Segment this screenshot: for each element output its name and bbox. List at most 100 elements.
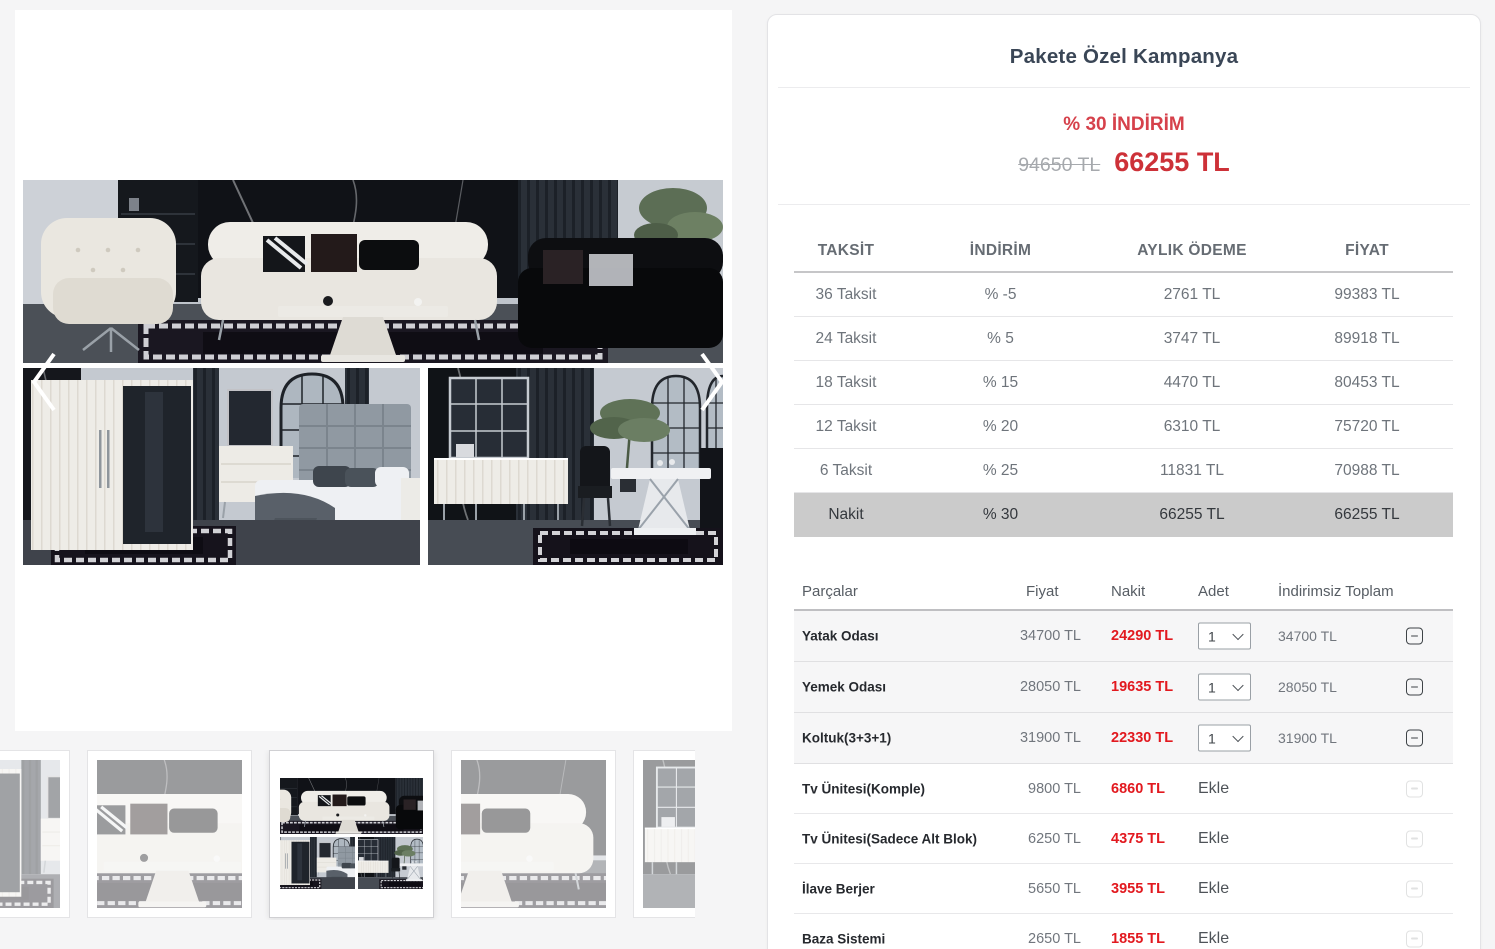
minus-icon <box>1411 737 1418 739</box>
part-name: Yemek Odası <box>802 679 887 695</box>
thumbnail-dining-console[interactable] <box>633 750 695 918</box>
installment-row[interactable]: 24 Taksit % 5 3747 TL 89918 TL <box>794 317 1453 361</box>
part-row: Koltuk(3+3+1) 31900 TL 22330 TL 1 31900 TL <box>794 713 1453 764</box>
part-list-price: 28050 TL <box>1019 679 1081 695</box>
part-row: Baza Sistemi 2650 TL 1855 TL Ekle <box>794 914 1453 949</box>
minus-icon <box>1411 887 1418 890</box>
part-name: Tv Ünitesi(Komple) <box>802 781 926 796</box>
installment-fiyat: 75720 TL <box>1334 417 1400 435</box>
minus-icon <box>1411 635 1418 637</box>
quantity-select[interactable]: 1 <box>1198 673 1251 701</box>
col-indirim: İNDİRİM <box>969 242 1032 259</box>
divider <box>778 87 1470 88</box>
part-row: Yemek Odası 28050 TL 19635 TL 1 28050 TL <box>794 662 1453 713</box>
product-gallery <box>15 10 732 731</box>
installment-taksit: Nakit <box>828 506 864 523</box>
discount-label: % 30 İNDİRİM <box>1063 114 1185 135</box>
add-part-button[interactable]: Ekle <box>1198 929 1230 947</box>
product-image-main <box>23 180 723 565</box>
remove-part-button[interactable] <box>1406 729 1423 747</box>
col-fiyat: FİYAT <box>1345 242 1389 259</box>
installment-indirim: % 5 <box>987 329 1014 347</box>
installment-aylik: 3747 TL <box>1163 329 1221 347</box>
installment-rows: 36 Taksit % -5 2761 TL 99383 TL 24 Taksit % 5… <box>794 273 1453 537</box>
part-cash-price: 22330 TL <box>1111 730 1174 746</box>
installment-row[interactable]: 36 Taksit % -5 2761 TL 99383 TL <box>794 273 1453 317</box>
thumbnail-track <box>0 750 695 918</box>
quantity-select-wrap: 1 <box>1198 673 1251 701</box>
col-parcalar: Parçalar <box>802 583 858 600</box>
old-price: 94650 TL <box>1018 154 1101 176</box>
collage-preview <box>279 760 424 908</box>
installment-aylik: 66255 TL <box>1159 506 1225 523</box>
minus-icon <box>1411 937 1418 940</box>
installment-aylik: 6310 TL <box>1163 417 1221 435</box>
thumbnail-bedroom-detail[interactable] <box>0 750 70 918</box>
part-name: Baza Sistemi <box>802 931 886 946</box>
installment-fiyat: 70988 TL <box>1334 461 1400 479</box>
quantity-select-wrap: 1 <box>1198 724 1251 752</box>
part-cash-price: 6860 TL <box>1111 780 1165 797</box>
installment-aylik: 11831 TL <box>1159 461 1225 479</box>
remove-part-button[interactable] <box>1406 678 1423 696</box>
new-price: 66255 TL <box>1114 147 1230 177</box>
part-cash-price: 19635 TL <box>1111 679 1174 695</box>
installment-table: TAKSİT İNDİRİM AYLIK ÖDEME FİYAT 36 Taks… <box>794 231 1453 537</box>
installment-aylik: 4470 TL <box>1163 373 1221 391</box>
installment-indirim: % 25 <box>982 461 1019 479</box>
minus-icon <box>1411 787 1418 790</box>
part-list-price: 31900 TL <box>1019 730 1081 746</box>
installment-fiyat: 89918 TL <box>1334 329 1400 347</box>
part-list-price: 6250 TL <box>1028 830 1081 847</box>
installment-header: TAKSİT İNDİRİM AYLIK ÖDEME FİYAT <box>794 231 1453 273</box>
col-adet: Adet <box>1198 583 1229 600</box>
add-part-button[interactable]: Ekle <box>1198 829 1230 847</box>
dining-room-photo <box>428 368 723 565</box>
installment-indirim: % 20 <box>982 417 1019 435</box>
part-cash-price: 4375 TL <box>1111 830 1165 847</box>
remove-part-button[interactable] <box>1406 627 1423 645</box>
installment-taksit: 6 Taksit <box>819 461 873 479</box>
part-list-price: 5650 TL <box>1028 880 1081 897</box>
col-nakit: Nakit <box>1111 583 1146 600</box>
installment-taksit: 24 Taksit <box>815 329 877 347</box>
add-part-button[interactable]: Ekle <box>1198 879 1230 897</box>
thumbnail-living-room[interactable] <box>87 750 252 918</box>
minus-icon <box>1411 686 1418 688</box>
part-name: İlave Berjer <box>802 881 875 896</box>
part-list-price: 9800 TL <box>1028 780 1081 797</box>
part-name: Tv Ünitesi(Sadece Alt Blok) <box>802 831 978 846</box>
installment-row[interactable]: 18 Taksit % 15 4470 TL 80453 TL <box>794 361 1453 405</box>
installment-indirim: % 30 <box>982 506 1019 523</box>
thumbnail-living-room-dark[interactable] <box>451 750 616 918</box>
col-fiyat: Fiyat <box>1026 583 1059 600</box>
price-line: 94650 TL 66255 TL <box>768 147 1480 178</box>
col-taksit: TAKSİT <box>817 242 875 259</box>
add-part-button[interactable]: Ekle <box>1198 779 1230 797</box>
installment-row-selected[interactable]: Nakit % 30 66255 TL 66255 TL <box>794 493 1453 537</box>
remove-part-button <box>1406 930 1423 947</box>
quantity-select[interactable]: 1 <box>1198 622 1251 650</box>
part-row: Tv Ünitesi(Komple) 9800 TL 6860 TL Ekle <box>794 764 1453 814</box>
installment-indirim: % 15 <box>982 373 1019 391</box>
installment-taksit: 18 Taksit <box>815 373 877 391</box>
part-name: Yatak Odası <box>802 628 879 644</box>
part-cash-price: 24290 TL <box>1111 628 1174 644</box>
parts-header: Parçalar Fiyat Nakit Adet İndirimsiz Top… <box>794 579 1453 611</box>
chevron-right-icon <box>700 352 725 412</box>
thumbnail-full-set-collage[interactable] <box>269 750 434 918</box>
part-undiscounted-total: 31900 TL <box>1278 730 1337 746</box>
quantity-select[interactable]: 1 <box>1198 724 1251 752</box>
installment-row[interactable]: 12 Taksit % 20 6310 TL 75720 TL <box>794 405 1453 449</box>
gallery-next-button[interactable] <box>691 348 731 418</box>
quantity-select-wrap: 1 <box>1198 622 1251 650</box>
part-list-price: 34700 TL <box>1019 628 1081 644</box>
remove-part-button <box>1406 780 1423 797</box>
col-indirimsiz-toplam: İndirimsiz Toplam <box>1278 583 1394 600</box>
installment-fiyat: 80453 TL <box>1334 373 1400 391</box>
gallery-prev-button[interactable] <box>25 348 65 418</box>
installment-row[interactable]: 6 Taksit % 25 11831 TL 70988 TL <box>794 449 1453 493</box>
installment-taksit: 12 Taksit <box>815 417 877 435</box>
part-name: Koltuk(3+3+1) <box>802 730 892 746</box>
